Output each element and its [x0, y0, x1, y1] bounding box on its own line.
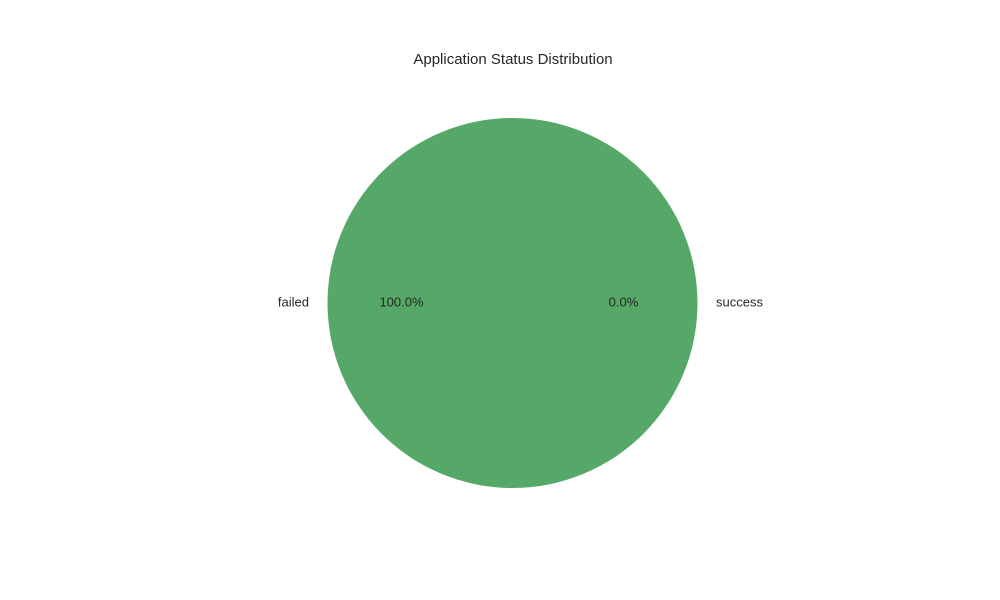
slice-percent-failed: 100.0% — [379, 294, 424, 309]
chart-title: Application Status Distribution — [413, 51, 612, 68]
slice-label-failed: failed — [278, 294, 309, 309]
slice-label-success: success — [716, 294, 763, 309]
pie-labels: failed 100.0% success 0.0% — [278, 294, 764, 309]
slice-percent-success: 0.0% — [609, 294, 639, 309]
pie-slices — [327, 118, 698, 488]
pie-slice-failed — [327, 118, 698, 488]
